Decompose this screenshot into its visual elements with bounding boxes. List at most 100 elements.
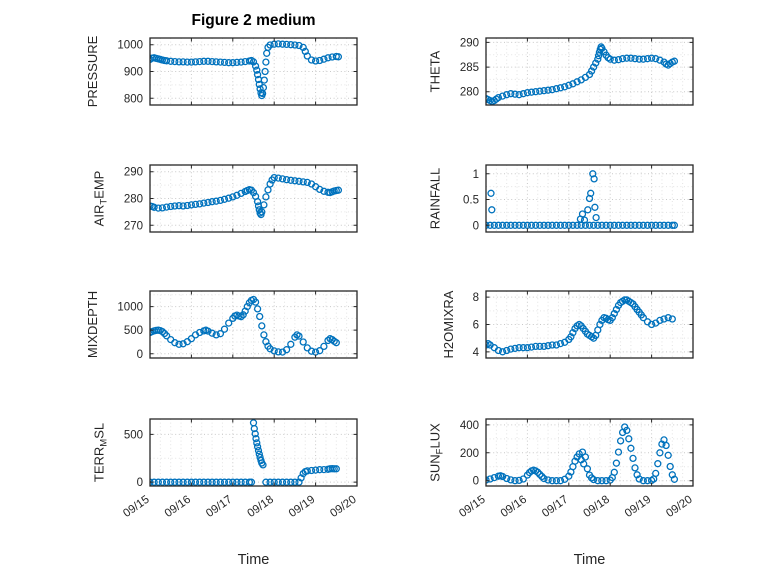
data-point [212, 478, 220, 486]
data-point [324, 54, 332, 62]
axes-box [485, 164, 694, 233]
data-point [200, 199, 208, 207]
data-point [627, 444, 635, 452]
data-point [316, 185, 324, 194]
data-point [216, 58, 225, 66]
data-series [149, 419, 340, 486]
data-point [503, 221, 511, 229]
data-point [250, 424, 258, 433]
tick-marks [485, 291, 694, 358]
x-tick-label: 09/18 [581, 494, 611, 520]
y-tick-label: 0 [473, 220, 479, 232]
data-point [263, 49, 271, 57]
data-point [594, 221, 602, 229]
data-point [490, 473, 498, 482]
data-point [208, 478, 216, 486]
data-point [608, 314, 616, 322]
data-point [660, 315, 668, 323]
data-point [303, 178, 311, 187]
data-point [573, 78, 581, 86]
y-tick-label: 0.5 [463, 195, 479, 207]
axes-box [485, 290, 694, 359]
y-tick-label: 400 [460, 420, 479, 432]
data-point [175, 340, 183, 348]
data-point [625, 435, 633, 443]
data-point [498, 348, 507, 356]
data-point [519, 344, 527, 352]
data-point [237, 478, 245, 486]
data-point [561, 83, 569, 91]
data-point [179, 58, 187, 66]
data-point [606, 221, 614, 229]
data-point [621, 296, 629, 304]
tick-marks [149, 38, 358, 105]
data-point [618, 221, 627, 229]
data-point [216, 478, 225, 486]
data-point [515, 344, 523, 352]
data-point [639, 55, 647, 63]
data-point [523, 89, 532, 97]
x-tick-label: 09/16 [499, 494, 529, 520]
data-point [330, 465, 338, 473]
y-tick-label: 280 [460, 87, 479, 99]
data-point [204, 198, 212, 207]
data-point [259, 83, 268, 92]
data-point [498, 472, 507, 481]
data-point [631, 464, 639, 472]
data-point [610, 221, 618, 229]
data-point [295, 41, 303, 50]
data-point [204, 327, 212, 335]
plot-sun-flux: 0 200 400 SUNFLUX 09/15 09/16 09/17 09/18 09/19 0… [428, 418, 695, 520]
data-point [536, 470, 544, 479]
data-point [494, 93, 503, 102]
data-point [307, 347, 316, 355]
y-tick-label: 800 [124, 93, 143, 105]
data-point [612, 459, 621, 467]
data-point [552, 477, 561, 485]
data-point [183, 201, 191, 210]
data-point [647, 221, 656, 229]
data-point [503, 91, 511, 99]
data-point [656, 221, 664, 229]
data-point [150, 203, 158, 211]
data-point [639, 314, 647, 322]
data-point [494, 346, 503, 355]
data-point [239, 311, 247, 319]
data-series [485, 43, 679, 106]
data-point [179, 340, 187, 348]
data-point [647, 320, 656, 329]
data-point [320, 342, 328, 351]
data-series [485, 423, 679, 485]
plot-mixdepth: 0 500 1000 MIXDEPTH [85, 290, 358, 361]
figure-title: Figure 2 medium [191, 12, 316, 29]
y-axis-label: THETA [428, 50, 443, 92]
y-tick-label: 8 [473, 292, 479, 304]
data-point [253, 66, 261, 74]
data-point [260, 201, 268, 209]
data-point [544, 86, 552, 94]
data-point [631, 55, 639, 63]
data-point [229, 193, 237, 201]
data-point [594, 477, 602, 485]
data-point [282, 40, 291, 49]
data-point [569, 221, 577, 229]
x-tick-label: 09/17 [540, 494, 570, 520]
data-point [316, 466, 324, 474]
data-point [266, 41, 274, 49]
data-point [183, 478, 191, 486]
data-point [662, 441, 670, 450]
data-point [627, 54, 635, 62]
data-point [536, 221, 544, 229]
data-point [548, 477, 556, 485]
data-point [565, 81, 573, 89]
data-point [251, 298, 260, 306]
axes-box [149, 418, 358, 487]
data-point [486, 475, 494, 483]
data-point [295, 332, 303, 340]
data-point [171, 478, 179, 486]
data-point [614, 56, 623, 64]
data-point [589, 475, 598, 484]
y-axis-label: PRESSURE [85, 35, 100, 107]
data-point [639, 221, 647, 229]
data-point [569, 329, 577, 337]
